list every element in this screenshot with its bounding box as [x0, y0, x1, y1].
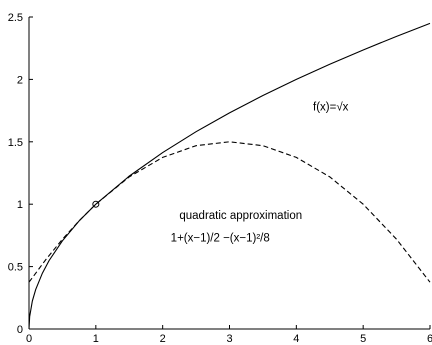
axes	[28, 17, 430, 330]
annotation-quad2: 1+(x−1)/2 −(x−1)²/8	[171, 233, 270, 245]
annotation-fx: f(x)=√x	[313, 101, 349, 114]
solid-curve	[28, 22, 431, 330]
dashed-curve	[28, 141, 431, 283]
series	[28, 22, 431, 330]
y-tick-label: 1	[17, 199, 23, 211]
y-tick-label: 2	[17, 74, 23, 86]
y-tick-label: 0	[17, 324, 23, 336]
x-tick-label: 3	[226, 333, 232, 345]
x-tick-label: 5	[360, 333, 366, 345]
x-tick-label: 6	[427, 333, 432, 345]
tangent-point-marker	[92, 200, 100, 208]
y-tick-label: 2.5	[8, 12, 23, 24]
y-tick-label: 1.5	[8, 137, 23, 149]
ticks: 0 1 2 3 4 5 6 0 0.5 1 1.5 2 2.5	[8, 12, 432, 345]
annotations: f(x)=√x quadratic approximation 1+(x−1)/2 …	[171, 101, 349, 245]
x-tick-label: 0	[26, 333, 32, 345]
y-tick-label: 0.5	[8, 262, 23, 274]
annotation-quad1: quadratic approximation	[179, 210, 302, 222]
x-tick-label: 4	[293, 333, 299, 345]
x-tick-label: 2	[160, 333, 166, 345]
x-tick-label: 1	[93, 333, 99, 345]
